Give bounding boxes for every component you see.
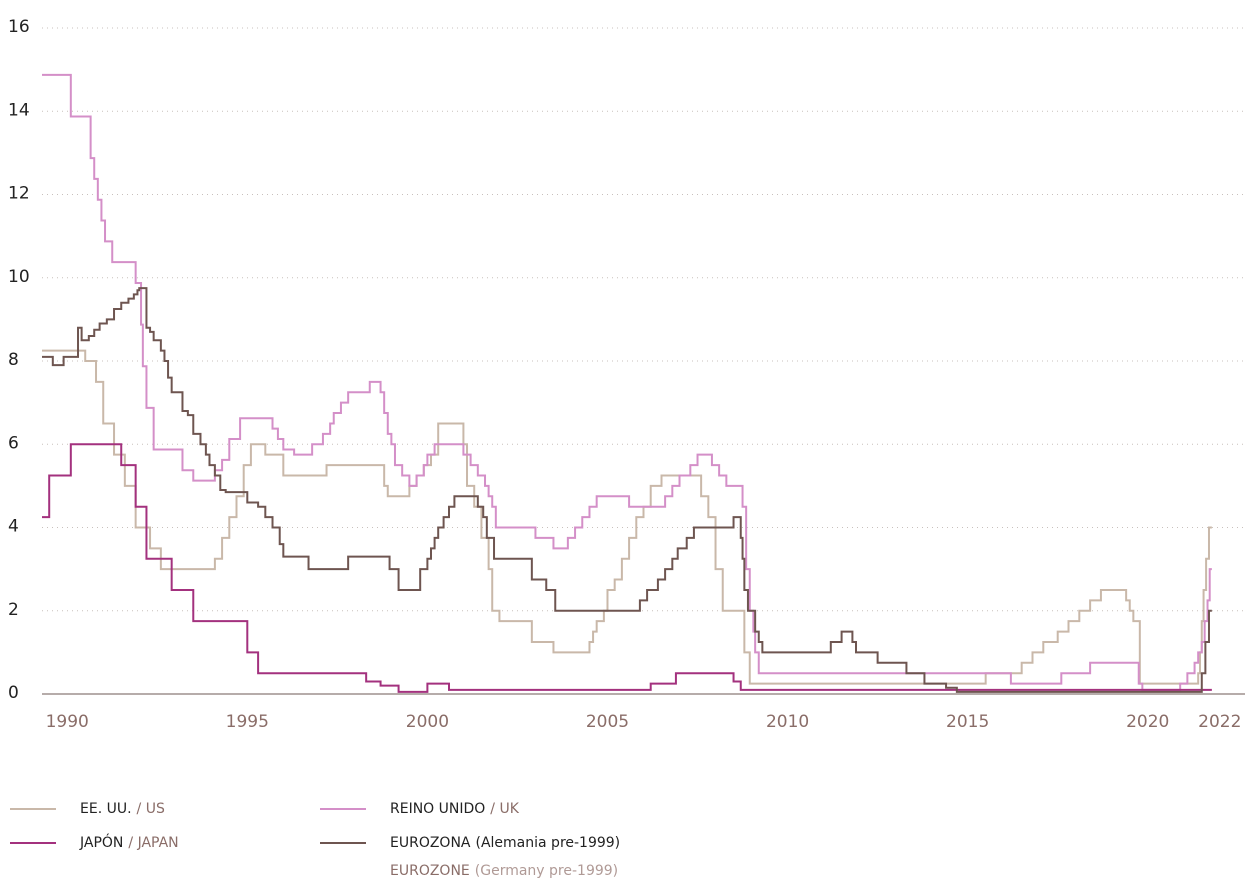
- legend-label: EE. UU. / US: [80, 801, 165, 817]
- legend-label: REINO UNIDO / UK: [390, 801, 520, 817]
- y-tick-label: 16: [8, 17, 30, 37]
- x-tick-label: 2020: [1126, 712, 1169, 732]
- series-line: [42, 287, 1212, 693]
- legend-name-en: / US: [137, 801, 165, 817]
- legend-name: REINO UNIDO: [390, 801, 485, 817]
- legend-label: JAPÓN / JAPAN: [79, 833, 179, 851]
- legend-name: JAPÓN: [79, 833, 123, 851]
- y-tick-label: 6: [8, 433, 19, 453]
- legend-name: EUROZONA: [390, 835, 471, 851]
- series-line: [42, 349, 1212, 685]
- y-tick-label: 10: [8, 267, 30, 287]
- y-tick-label: 8: [8, 350, 19, 370]
- y-tick-label: 2: [8, 600, 19, 620]
- y-tick-label: 12: [8, 184, 30, 204]
- y-tick-label: 0: [8, 683, 19, 703]
- x-tick-label: 1995: [226, 712, 269, 732]
- legend-label: EUROZONA (Alemania pre-1999): [390, 835, 620, 851]
- x-tick-label: 2015: [946, 712, 989, 732]
- series-line: [42, 73, 1212, 691]
- y-tick-label: 14: [8, 100, 30, 120]
- x-tick-label: 2022: [1198, 712, 1241, 732]
- series-line: [42, 443, 1212, 693]
- legend-label-en: EUROZONE (Germany pre-1999): [390, 863, 618, 879]
- legend-name-en: EUROZONE: [390, 863, 470, 879]
- x-tick-label: 2005: [586, 712, 629, 732]
- legend-name-en: / JAPAN: [128, 835, 178, 851]
- legend-note: (Alemania pre-1999): [476, 835, 621, 851]
- legend-note-en: (Germany pre-1999): [475, 863, 618, 879]
- x-tick-label: 1990: [46, 712, 89, 732]
- legend-name: EE. UU.: [80, 801, 132, 817]
- y-tick-label: 4: [8, 517, 19, 537]
- x-tick-label: 2000: [406, 712, 449, 732]
- legend-name-en: / UK: [490, 801, 519, 817]
- x-tick-label: 2010: [766, 712, 809, 732]
